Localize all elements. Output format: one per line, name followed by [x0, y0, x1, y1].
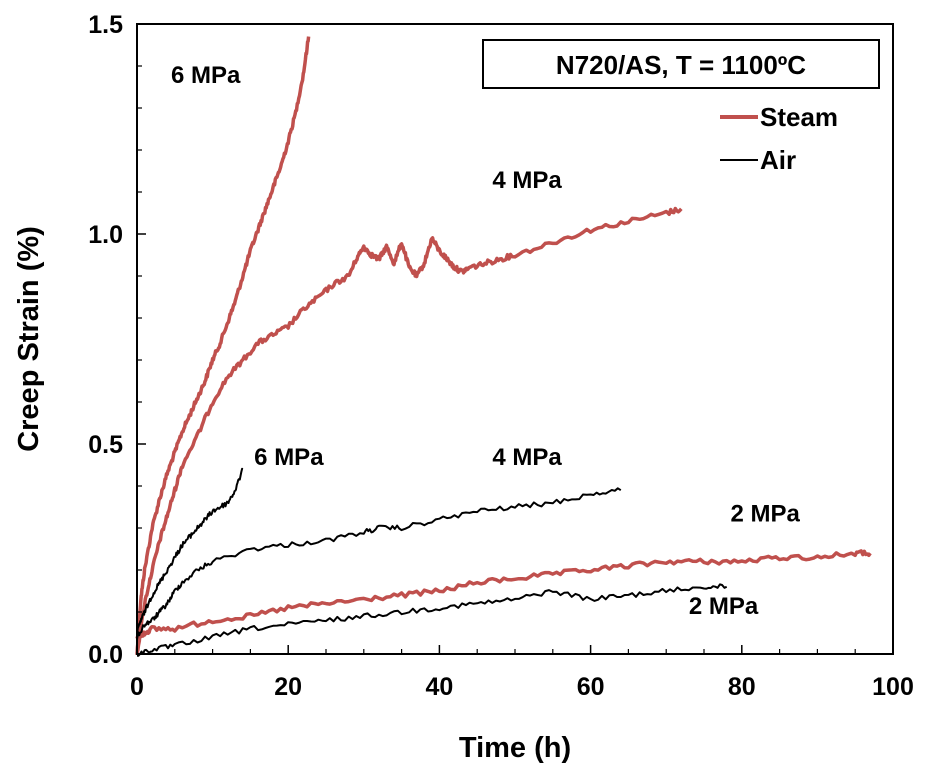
chart-title: N720/AS, T = 1100ºC	[556, 50, 806, 80]
curve-label: 4 MPa	[492, 167, 562, 194]
series-line-air-6-mpa	[136, 467, 244, 634]
series-line-steam-2-mpa	[135, 549, 872, 640]
y-tick-label: 0.0	[88, 641, 123, 669]
curve-label: 2 MPa	[730, 501, 800, 528]
x-tick-label: 80	[728, 673, 756, 701]
y-tick-label: 1.0	[88, 221, 123, 249]
series-layer	[135, 36, 872, 657]
y-axis-title: Creep Strain (%)	[13, 226, 45, 452]
series-line-steam-6-mpa	[135, 36, 311, 655]
x-axis-title: Time (h)	[459, 732, 571, 764]
x-tick-label: 60	[577, 673, 605, 701]
series-line-steam-4-mpa	[135, 206, 683, 654]
legend-air-label: Air	[760, 145, 796, 175]
series-line-air-2-mpa	[136, 583, 728, 657]
legend: N720/AS, T = 1100ºC Steam Air	[482, 39, 880, 175]
title-box	[482, 39, 880, 89]
series-line-air-4-mpa	[136, 487, 622, 640]
curve-label: 4 MPa	[492, 444, 562, 471]
annotation-layer: 6 MPa 4 MPa 6 MPa 4 MPa 2 MPa 2 MPa	[171, 62, 800, 620]
x-tick-label: 20	[274, 673, 302, 701]
curve-label: 2 MPa	[689, 593, 759, 620]
x-tick-label: 40	[425, 673, 453, 701]
x-tick-label: 0	[130, 673, 144, 701]
y-tick-label: 0.5	[88, 431, 123, 459]
curve-label: 6 MPa	[254, 444, 324, 471]
legend-steam-label: Steam	[760, 102, 838, 132]
y-tick-label: 1.5	[88, 11, 123, 39]
ticks-layer: 0 20 40 60 80 100 0.0 0.5 1.0 1.5	[88, 11, 914, 701]
x-tick-label: 100	[872, 673, 914, 701]
curve-label: 6 MPa	[171, 62, 241, 89]
